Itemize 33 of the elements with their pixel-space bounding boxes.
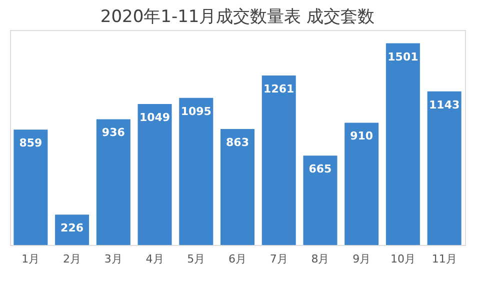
- x-tick-label: 7月: [270, 252, 288, 266]
- x-tick-label: 9月: [352, 252, 371, 266]
- data-label: 859: [19, 136, 42, 150]
- x-tick-label: 1月: [22, 252, 40, 266]
- data-label: 910: [350, 130, 374, 143]
- data-label: 936: [102, 126, 126, 140]
- chart-title: 2020年1-11月成交数量表 成交套数: [100, 7, 375, 27]
- bar: [220, 129, 254, 245]
- x-tick-label: 8月: [311, 252, 330, 266]
- data-label: 665: [308, 162, 332, 176]
- data-label: 1261: [264, 82, 294, 96]
- bar: [386, 43, 420, 245]
- data-label: 1049: [139, 111, 170, 124]
- data-label: 1095: [180, 104, 212, 118]
- x-tick-label: 2月: [63, 252, 82, 266]
- x-tick-label: 6月: [228, 252, 246, 266]
- bar: [262, 76, 296, 245]
- x-tick-label: 10月: [390, 252, 416, 266]
- data-label: 1143: [429, 98, 460, 112]
- bar: [179, 98, 214, 245]
- bar: [96, 119, 130, 245]
- bar: [303, 156, 338, 245]
- x-tick-label: 4月: [146, 252, 164, 266]
- bar: [14, 130, 48, 245]
- x-tick-label: 5月: [187, 252, 206, 266]
- x-tick-label: 3月: [104, 252, 122, 266]
- data-label: 1501: [388, 50, 418, 64]
- x-tick-label: 11月: [432, 252, 457, 266]
- data-label: 863: [226, 136, 249, 150]
- data-label: 226: [60, 222, 84, 235]
- bar: [427, 91, 462, 245]
- bar: [138, 104, 172, 245]
- bar: [344, 122, 379, 245]
